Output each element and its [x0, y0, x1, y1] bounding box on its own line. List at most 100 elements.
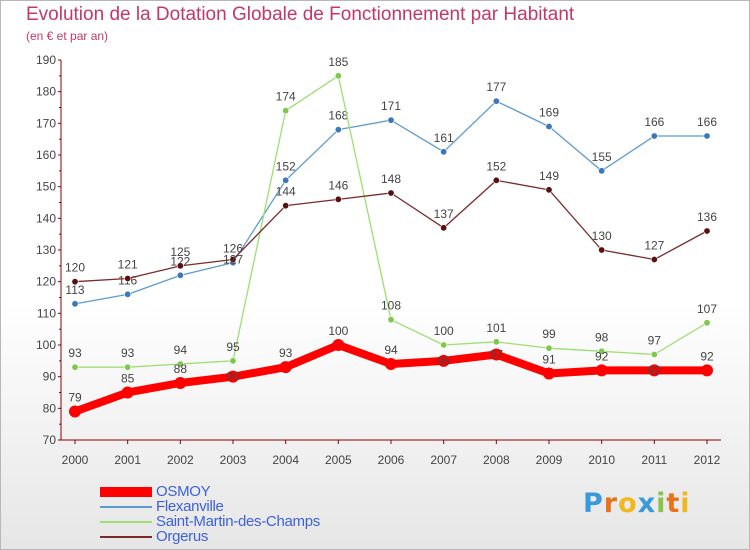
x-tick-label: 2010: [588, 453, 615, 467]
data-point-flexanville: [387, 116, 395, 124]
logo-letter: o: [618, 488, 638, 519]
legend-label-saint-martin-des-champs: Saint-Martin-des-Champs: [156, 513, 320, 530]
data-label-orgerus: 127: [223, 253, 243, 267]
legend-item-orgerus: Orgerus: [100, 528, 320, 545]
logo-letter: P: [583, 488, 604, 519]
x-tick-label: 2001: [114, 453, 141, 467]
data-label-osmoy: 90: [226, 370, 240, 384]
data-point-flexanville: [492, 97, 500, 105]
data-point-osmoy: [69, 405, 81, 418]
data-point-osmoy: [174, 377, 187, 389]
legend-swatch-orgerus: [100, 535, 152, 538]
logo-letter: t: [666, 488, 681, 519]
legend-item-flexanville: Flexanville: [100, 498, 320, 515]
logo-letter: i: [680, 488, 691, 519]
x-tick-label: 2006: [378, 453, 405, 467]
proxiti-logo: Proxiti: [583, 488, 691, 519]
data-label-osmoy: 88: [174, 362, 188, 376]
x-tick-label: 2005: [325, 453, 352, 467]
data-label-saint-martin-des-champs: 97: [648, 334, 662, 348]
data-point-saint-martin-des-champs: [545, 344, 553, 352]
data-point-orgerus: [387, 189, 395, 197]
data-label-osmoy: 92: [595, 349, 609, 363]
data-label-saint-martin-des-champs: 100: [434, 324, 454, 338]
chart-legend: OSMOY Flexanville Saint-Martin-des-Champs O…: [100, 483, 320, 545]
data-point-saint-martin-des-champs: [176, 360, 184, 368]
data-point-osmoy: [227, 370, 239, 383]
data-point-saint-martin-des-champs: [124, 363, 132, 371]
data-point-orgerus: [176, 262, 184, 270]
data-point-osmoy: [595, 364, 608, 377]
data-label-flexanville: 113: [65, 283, 84, 297]
data-point-flexanville: [545, 123, 553, 131]
data-label-orgerus: 148: [381, 172, 401, 186]
data-point-saint-martin-des-champs: [440, 341, 448, 349]
logo-letter: i: [656, 488, 667, 519]
legend-item-saint-martin-des-champs: Saint-Martin-des-Champs: [100, 513, 320, 530]
series-line-flexanville: [74, 100, 708, 305]
data-label-flexanville: 161: [434, 131, 454, 145]
logo-letter: r: [603, 488, 619, 519]
data-point-osmoy: [543, 367, 555, 380]
data-point-saint-martin-des-champs: [71, 363, 79, 371]
y-tick-label: 150: [36, 180, 56, 194]
data-point-osmoy: [701, 364, 713, 377]
data-label-orgerus: 120: [65, 261, 85, 275]
data-point-orgerus: [229, 255, 237, 263]
data-point-flexanville: [440, 148, 448, 156]
data-point-saint-martin-des-champs: [492, 338, 500, 346]
x-tick-label: 2008: [483, 453, 510, 467]
data-label-saint-martin-des-champs: 185: [328, 55, 348, 69]
legend-swatch-saint-martin-des-champs: [100, 520, 152, 523]
data-label-orgerus: 121: [118, 258, 138, 272]
data-label-flexanville: 177: [486, 80, 506, 94]
chart-title: Evolution de la Dotation Globale de Fonc…: [26, 4, 575, 25]
data-point-osmoy: [279, 361, 292, 374]
data-point-saint-martin-des-champs: [229, 357, 237, 365]
data-point-osmoy: [437, 354, 450, 367]
data-point-orgerus: [282, 202, 290, 210]
data-label-orgerus: 144: [276, 185, 296, 199]
data-label-orgerus: 125: [170, 245, 190, 259]
data-label-saint-martin-des-champs: 174: [276, 90, 296, 104]
data-point-flexanville: [282, 176, 290, 184]
data-point-saint-martin-des-champs: [598, 347, 606, 355]
legend-label-orgerus: Orgerus: [156, 528, 209, 545]
data-label-osmoy: 92: [648, 363, 662, 377]
data-label-orgerus: 152: [486, 159, 506, 173]
data-point-orgerus: [598, 246, 606, 254]
data-point-osmoy: [385, 358, 397, 370]
y-tick-label: 140: [36, 211, 56, 225]
data-point-orgerus: [124, 274, 132, 282]
data-label-orgerus: 137: [434, 207, 454, 221]
data-point-osmoy: [490, 348, 503, 361]
data-label-saint-martin-des-champs: 94: [174, 343, 188, 357]
data-point-saint-martin-des-champs: [703, 319, 711, 327]
data-label-saint-martin-des-champs: 99: [542, 327, 556, 341]
data-point-flexanville: [703, 132, 711, 140]
data-point-flexanville: [334, 126, 342, 134]
data-point-osmoy: [648, 364, 661, 377]
data-point-orgerus: [440, 224, 448, 232]
data-point-orgerus: [71, 278, 79, 286]
data-label-osmoy: 95: [437, 354, 451, 368]
data-label-flexanville: 171: [381, 99, 401, 113]
data-point-osmoy: [332, 339, 345, 351]
data-point-flexanville: [650, 132, 658, 140]
data-point-saint-martin-des-champs: [650, 350, 658, 358]
data-label-flexanville: 168: [328, 109, 348, 123]
legend-swatch-flexanville: [100, 505, 152, 508]
data-label-flexanville: 152: [276, 159, 296, 173]
data-point-orgerus: [545, 186, 553, 194]
data-label-osmoy: 91: [542, 353, 556, 367]
data-label-osmoy: 92: [700, 349, 714, 363]
data-label-orgerus: 130: [592, 229, 612, 243]
data-label-saint-martin-des-champs: 108: [381, 299, 401, 313]
y-tick-label: 120: [36, 275, 56, 289]
x-tick-label: 2002: [167, 453, 194, 467]
data-point-saint-martin-des-champs: [334, 72, 342, 80]
data-label-flexanville: 166: [697, 115, 717, 129]
data-point-flexanville: [71, 300, 79, 308]
